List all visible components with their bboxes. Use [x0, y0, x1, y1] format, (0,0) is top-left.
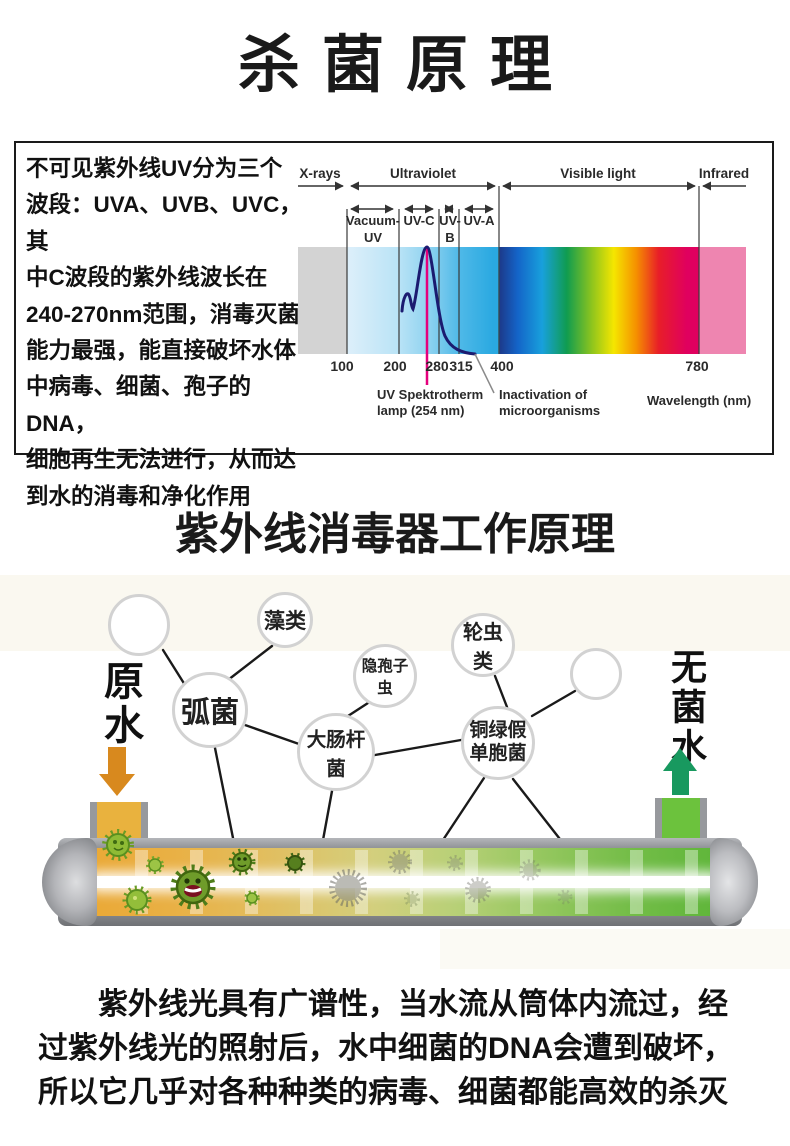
region-label-visible: Visible light: [560, 166, 636, 181]
band-label-uvc: UV-C: [403, 213, 435, 228]
tick-400: 400: [490, 358, 514, 374]
inactivation-label-line2: microorganisms: [499, 403, 600, 418]
region-label-ultraviolet: Ultraviolet: [390, 166, 457, 181]
outlet-arrow-shaft: [672, 771, 689, 795]
inlet-water-label: 原水: [98, 660, 143, 748]
footer-description-text: 紫外线光具有广谱性，当水流从筒体内流过，经过紫外线光的照射后，水中细菌的DNA会…: [38, 988, 733, 1109]
inactivation-label-line1: Inactivation of: [499, 387, 588, 402]
bubble-vibrio: 弧菌: [172, 672, 248, 748]
tick-100: 100: [330, 358, 354, 374]
uv-spectrum-chart: X-rays Ultraviolet Visible light Infrare…: [298, 166, 751, 418]
wavelength-axis-label: Wavelength (nm): [647, 393, 751, 408]
tick-280: 280: [425, 358, 449, 374]
bubble-cryptosporidium: 隐孢子虫: [353, 644, 417, 708]
uv-sterilizer-diagram: 藻类 弧菌 隐孢子虫 大肠杆菌 轮虫类 铜绿假单胞菌 原水 无菌水: [0, 575, 790, 975]
lamp-spectrum-curve: [400, 245, 477, 356]
lamp-label-line1: UV Spektrotherm: [377, 387, 483, 402]
bubble-rotifer: 轮虫类: [451, 613, 515, 677]
inactivation-pointer-line: [474, 353, 495, 394]
bubble-ecoli: 大肠杆菌: [297, 713, 375, 791]
tube-cap-right: [710, 838, 758, 926]
diagram-title: 紫外线消毒器工作原理: [175, 510, 615, 559]
spectrum-band: [298, 247, 746, 354]
bubble-empty-1: [108, 594, 170, 656]
outlet-arrow-icon: [663, 748, 697, 771]
bubble-pseudomonas: 铜绿假单胞菌: [461, 706, 535, 780]
uv-info-box: 不可见紫外线UV分为三个 波段：UVA、UVB、UVC，其 中C波段的紫外线波长…: [14, 141, 774, 509]
inlet-arrow-shaft: [108, 747, 126, 774]
bubble-algae: 藻类: [257, 592, 313, 648]
diagram-background-2: [440, 929, 790, 969]
band-label-uvb: UV-: [439, 213, 461, 228]
tick-lines: [346, 186, 700, 354]
bubble-empty-2: [570, 648, 622, 700]
uv-lamp: [93, 876, 716, 888]
tick-780: 780: [685, 358, 709, 374]
band-label-vacuum-uv2: UV: [364, 230, 382, 245]
tube-cap-left: [42, 838, 97, 926]
uv-description-text: 不可见紫外线UV分为三个 波段：UVA、UVB、UVC，其 中C波段的紫外线波长…: [26, 156, 302, 509]
region-label-xrays: X-rays: [299, 166, 340, 181]
region-brackets: [298, 181, 746, 214]
tick-200: 200: [383, 358, 407, 374]
band-label-vacuum-uv: Vacuum-: [346, 213, 400, 228]
band-label-uvb2: B: [445, 230, 454, 245]
tick-315: 315: [449, 358, 473, 374]
lamp-label-line2: lamp (254 nm): [377, 403, 464, 418]
band-label-uva: UV-A: [463, 213, 495, 228]
page-title: 杀菌原理: [237, 32, 574, 100]
region-label-infrared: Infrared: [699, 166, 749, 181]
sterilizer-tube: [42, 838, 758, 926]
inlet-arrow-icon: [99, 774, 135, 796]
